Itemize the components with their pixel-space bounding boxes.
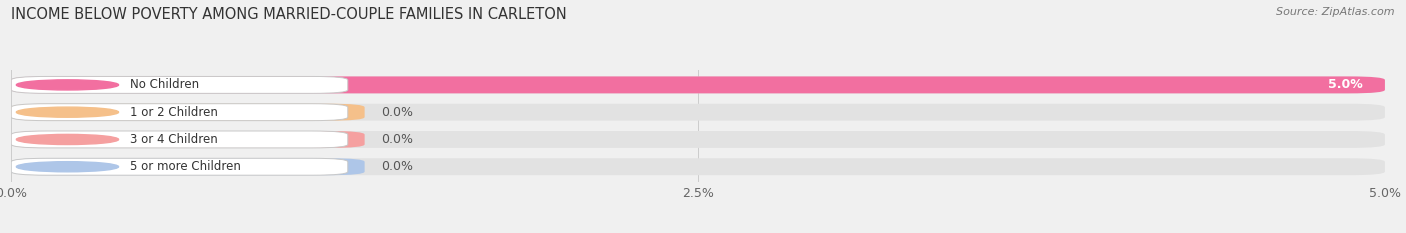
FancyBboxPatch shape xyxy=(11,131,364,148)
FancyBboxPatch shape xyxy=(11,104,347,121)
Circle shape xyxy=(17,134,118,144)
Text: 1 or 2 Children: 1 or 2 Children xyxy=(129,106,218,119)
Text: 0.0%: 0.0% xyxy=(381,133,413,146)
Text: No Children: No Children xyxy=(129,78,198,91)
FancyBboxPatch shape xyxy=(11,158,347,175)
Text: 5.0%: 5.0% xyxy=(1329,78,1362,91)
Circle shape xyxy=(17,107,118,117)
Text: 0.0%: 0.0% xyxy=(381,106,413,119)
Text: INCOME BELOW POVERTY AMONG MARRIED-COUPLE FAMILIES IN CARLETON: INCOME BELOW POVERTY AMONG MARRIED-COUPL… xyxy=(11,7,567,22)
FancyBboxPatch shape xyxy=(11,131,347,148)
FancyBboxPatch shape xyxy=(11,76,1385,93)
Circle shape xyxy=(17,162,118,172)
Text: 5 or more Children: 5 or more Children xyxy=(129,160,240,173)
Text: Source: ZipAtlas.com: Source: ZipAtlas.com xyxy=(1277,7,1395,17)
Text: 0.0%: 0.0% xyxy=(381,160,413,173)
FancyBboxPatch shape xyxy=(11,76,1385,93)
FancyBboxPatch shape xyxy=(11,104,364,121)
FancyBboxPatch shape xyxy=(11,76,347,93)
Text: 3 or 4 Children: 3 or 4 Children xyxy=(129,133,218,146)
Circle shape xyxy=(17,80,118,90)
FancyBboxPatch shape xyxy=(11,158,1385,175)
FancyBboxPatch shape xyxy=(11,104,1385,121)
FancyBboxPatch shape xyxy=(11,158,364,175)
FancyBboxPatch shape xyxy=(11,131,1385,148)
